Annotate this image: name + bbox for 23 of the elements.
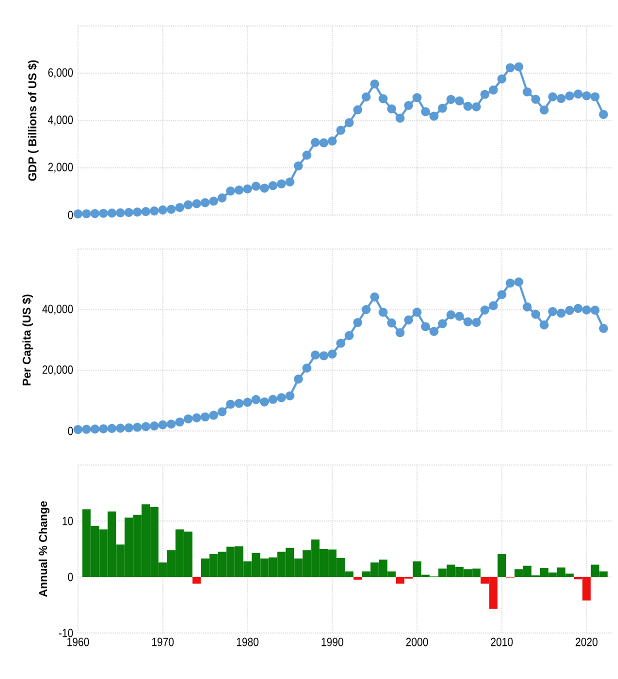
y-axis-title: Annual % Change — [38, 501, 50, 597]
y-tick-label: 0 — [68, 426, 73, 436]
x-tick-label: 2010 — [490, 638, 513, 646]
y-tick-label: 4,000 — [48, 116, 73, 126]
bar — [498, 554, 506, 577]
x-tick-label: 1970 — [152, 638, 174, 646]
y-tick-label: 0 — [68, 210, 73, 220]
y-axis-title: Per Capita (US $) — [22, 294, 33, 386]
x-tick-label: 1990 — [322, 638, 344, 646]
bar — [192, 576, 201, 584]
y-tick-label: 40,000 — [42, 304, 73, 315]
y-tick-label: 0 — [68, 572, 73, 582]
y-tick-label: -10 — [59, 628, 73, 638]
y-tick-label: 20,000 — [42, 365, 73, 376]
y-tick-label: 10 — [62, 516, 73, 526]
y-axis-title: GDP ( Billions of US $) — [28, 60, 39, 181]
x-tick-label: 1960 — [67, 638, 89, 646]
x-tick-label: 2000 — [406, 638, 428, 646]
x-tick-label: 2020 — [576, 638, 598, 646]
bar — [354, 576, 362, 580]
x-tick-label: 1980 — [236, 638, 258, 646]
y-tick-label: 6,000 — [48, 68, 73, 78]
y-tick-label: 2,000 — [48, 162, 73, 173]
